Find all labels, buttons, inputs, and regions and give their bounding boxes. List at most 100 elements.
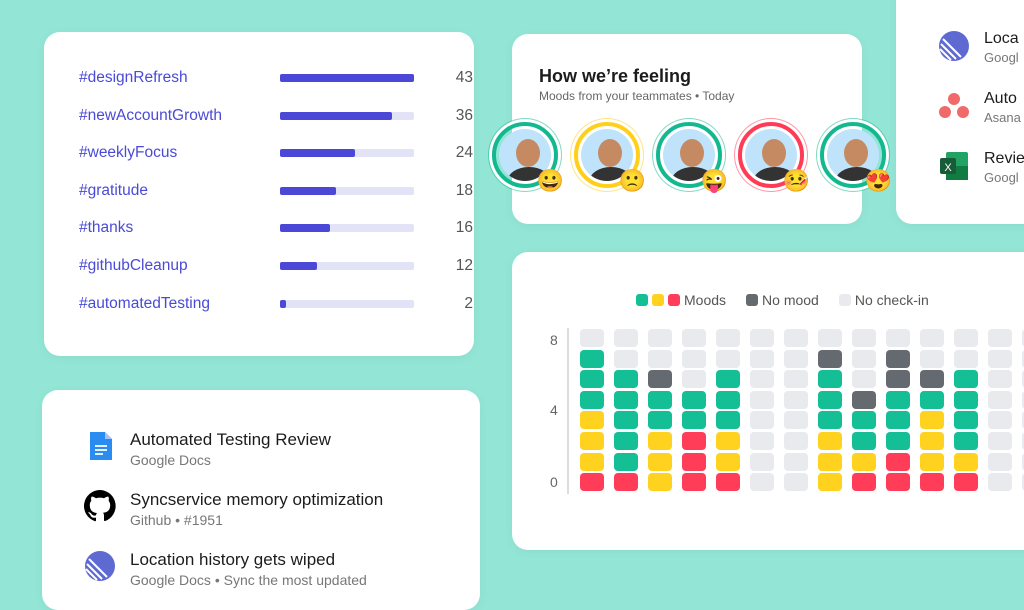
mood-cell[interactable]: [886, 473, 910, 492]
mood-cell[interactable]: [818, 390, 842, 409]
mood-cell[interactable]: [988, 452, 1012, 471]
hashtag-name[interactable]: #designRefresh: [79, 69, 188, 86]
mood-cell[interactable]: [580, 390, 604, 409]
mood-cell[interactable]: [886, 432, 910, 450]
mood-cell[interactable]: [716, 370, 740, 389]
mood-cell[interactable]: [580, 432, 604, 450]
app-item[interactable]: Loca Googl: [938, 30, 1019, 65]
mood-cell[interactable]: [954, 411, 978, 430]
mood-cell[interactable]: [716, 432, 740, 450]
mood-cell[interactable]: [784, 432, 808, 450]
mood-cell[interactable]: [614, 329, 638, 347]
mood-cell[interactable]: [784, 411, 808, 430]
mood-cell[interactable]: [920, 452, 944, 471]
hashtag-name[interactable]: #weeklyFocus: [79, 144, 178, 162]
mood-cell[interactable]: [682, 452, 706, 471]
mood-cell[interactable]: [580, 473, 604, 492]
mood-cell[interactable]: [648, 411, 672, 430]
mood-cell[interactable]: [750, 432, 774, 450]
app-item[interactable]: Auto Asana: [938, 90, 1021, 125]
mood-cell[interactable]: [1022, 473, 1024, 492]
mood-cell[interactable]: [716, 390, 740, 409]
mood-cell[interactable]: [920, 370, 944, 389]
mood-cell[interactable]: [920, 473, 944, 492]
mood-cell[interactable]: [750, 473, 774, 492]
hashtag-row[interactable]: #automatedTesting 2: [79, 294, 473, 314]
mood-cell[interactable]: [648, 473, 672, 492]
hashtag-name[interactable]: #newAccountGrowth: [79, 106, 223, 124]
document-item[interactable]: Automated Testing Review Google Docs: [84, 430, 331, 468]
mood-cell[interactable]: [750, 452, 774, 471]
mood-cell[interactable]: [750, 390, 774, 409]
mood-cell[interactable]: [580, 452, 604, 471]
mood-cell[interactable]: [988, 390, 1012, 409]
mood-cell[interactable]: [886, 370, 910, 389]
teammate-avatar[interactable]: 🤒: [738, 122, 810, 192]
mood-cell[interactable]: [580, 411, 604, 430]
mood-cell[interactable]: [920, 432, 944, 450]
mood-cell[interactable]: [954, 329, 978, 347]
mood-cell[interactable]: [1022, 390, 1024, 409]
mood-cell[interactable]: [648, 329, 672, 347]
mood-cell[interactable]: [954, 390, 978, 409]
mood-cell[interactable]: [852, 473, 876, 492]
mood-cell[interactable]: [716, 411, 740, 430]
mood-cell[interactable]: [648, 452, 672, 471]
hashtag-row[interactable]: #githubCleanup 12: [79, 256, 473, 276]
mood-cell[interactable]: [852, 411, 876, 430]
mood-cell[interactable]: [954, 473, 978, 492]
mood-cell[interactable]: [784, 390, 808, 409]
mood-cell[interactable]: [648, 349, 672, 368]
mood-cell[interactable]: [852, 432, 876, 450]
mood-cell[interactable]: [648, 370, 672, 389]
mood-cell[interactable]: [614, 349, 638, 368]
mood-cell[interactable]: [852, 329, 876, 347]
mood-cell[interactable]: [750, 349, 774, 368]
hashtag-row[interactable]: #designRefresh 43: [79, 68, 473, 88]
mood-cell[interactable]: [886, 452, 910, 471]
hashtag-name[interactable]: #githubCleanup: [79, 257, 188, 274]
mood-cell[interactable]: [580, 329, 604, 347]
mood-cell[interactable]: [1022, 370, 1024, 389]
mood-cell[interactable]: [750, 329, 774, 347]
mood-cell[interactable]: [920, 349, 944, 368]
mood-cell[interactable]: [818, 349, 842, 368]
mood-cell[interactable]: [852, 370, 876, 389]
mood-cell[interactable]: [580, 349, 604, 368]
mood-cell[interactable]: [614, 411, 638, 430]
mood-cell[interactable]: [682, 432, 706, 450]
mood-cell[interactable]: [954, 370, 978, 389]
app-item[interactable]: X Revie Googl: [938, 150, 1024, 185]
mood-cell[interactable]: [988, 473, 1012, 492]
mood-cell[interactable]: [716, 349, 740, 368]
mood-cell[interactable]: [852, 390, 876, 409]
mood-cell[interactable]: [920, 411, 944, 430]
mood-cell[interactable]: [784, 370, 808, 389]
mood-cell[interactable]: [716, 329, 740, 347]
mood-cell[interactable]: [852, 349, 876, 368]
mood-cell[interactable]: [648, 432, 672, 450]
hashtag-row[interactable]: #weeklyFocus 24: [79, 143, 473, 163]
hashtag-name[interactable]: #thanks: [79, 219, 134, 237]
hashtag-row[interactable]: #gratitude 18: [79, 181, 473, 201]
mood-cell[interactable]: [716, 473, 740, 492]
mood-cell[interactable]: [886, 411, 910, 430]
teammate-avatar[interactable]: 😀: [492, 122, 564, 192]
mood-cell[interactable]: [988, 349, 1012, 368]
mood-cell[interactable]: [784, 452, 808, 471]
mood-cell[interactable]: [1022, 411, 1024, 430]
mood-cell[interactable]: [988, 370, 1012, 389]
mood-cell[interactable]: [682, 473, 706, 492]
mood-cell[interactable]: [920, 329, 944, 347]
mood-cell[interactable]: [784, 329, 808, 347]
mood-cell[interactable]: [682, 349, 706, 368]
mood-cell[interactable]: [784, 349, 808, 368]
mood-cell[interactable]: [682, 370, 706, 389]
mood-cell[interactable]: [818, 432, 842, 450]
mood-cell[interactable]: [818, 411, 842, 430]
mood-cell[interactable]: [784, 473, 808, 492]
mood-cell[interactable]: [886, 349, 910, 368]
mood-cell[interactable]: [920, 390, 944, 409]
mood-cell[interactable]: [614, 473, 638, 492]
mood-cell[interactable]: [818, 473, 842, 492]
